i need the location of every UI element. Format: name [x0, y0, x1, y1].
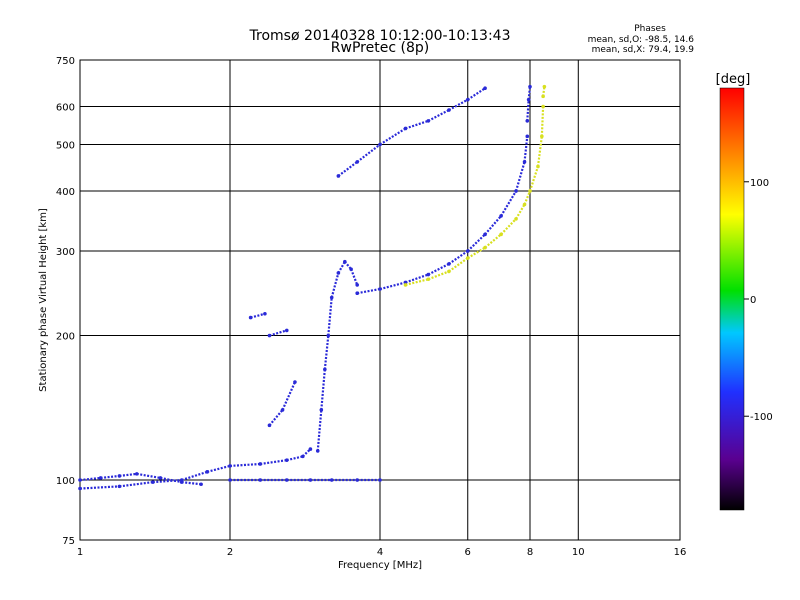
o-mode-trace: [356, 287, 381, 295]
o-mode-trace: [448, 98, 469, 111]
colorbar-tick-label: -100: [750, 412, 773, 423]
y-tick-label: 500: [56, 141, 75, 152]
x-mode-trace: [536, 136, 543, 167]
y-tick-label: 600: [56, 103, 75, 114]
o-mode-trace: [405, 119, 429, 130]
phases-title: Phases: [634, 24, 666, 34]
y-tick-label: 100: [56, 476, 75, 487]
x-mode-trace: [523, 190, 532, 205]
data-points: [78, 84, 547, 491]
o-mode-trace: [350, 268, 359, 286]
o-mode-trace: [281, 381, 296, 411]
o-mode-point: [293, 380, 297, 384]
o-mode-trace: [152, 478, 182, 484]
o-mode-trace: [119, 472, 137, 477]
o-mode-trace: [79, 485, 120, 490]
x-mode-point: [542, 84, 547, 89]
o-mode-trace: [500, 190, 517, 217]
o-mode-trace: [119, 481, 153, 488]
x-mode-trace: [540, 106, 545, 137]
colorbar-ticks: 100 0 -100: [744, 178, 773, 423]
o-mode-trace: [484, 215, 502, 236]
y-axis-ticks: 75 100 200 300 400 500 600 750: [56, 56, 75, 547]
o-mode-trace: [250, 312, 266, 319]
o-mode-point: [525, 134, 530, 139]
y-tick-label: 750: [56, 56, 75, 67]
o-mode-point: [284, 328, 289, 333]
o-mode-trace: [427, 262, 450, 276]
phases-o-stats: mean, sd,O: -98.5, 14.6: [588, 35, 695, 45]
o-mode-trace: [379, 127, 407, 146]
y-tick-label: 200: [56, 332, 75, 343]
chart-subtitle: RwPretec (8p): [331, 40, 429, 56]
o-mode-point: [263, 311, 267, 316]
x-tick-label: 10: [572, 547, 585, 558]
phases-x-stats: mean, sd,X: 79.4, 19.9: [592, 45, 695, 55]
o-mode-trace: [286, 455, 304, 462]
o-mode-trace: [330, 272, 340, 298]
o-mode-point: [528, 84, 532, 89]
x-mode-trace: [500, 218, 517, 236]
colorbar-tick-label: 0: [750, 295, 756, 306]
colorbar-tick-label: 100: [750, 178, 769, 189]
x-axis-label: Frequency [MHz]: [338, 560, 422, 571]
o-mode-trace: [356, 143, 381, 163]
o-mode-trace: [229, 462, 261, 468]
o-mode-trace: [160, 476, 182, 484]
x-tick-label: 16: [674, 547, 687, 558]
o-mode-trace: [523, 136, 529, 163]
y-tick-label: 300: [56, 247, 75, 258]
x-tick-label: 1: [77, 547, 83, 558]
x-mode-trace: [515, 203, 526, 220]
o-mode-trace: [206, 464, 231, 473]
o-mode-trace: [527, 86, 532, 100]
o-mode-point: [308, 447, 313, 451]
o-mode-trace: [323, 335, 330, 370]
colorbar: [719, 87, 745, 511]
o-mode-trace: [427, 109, 450, 122]
o-mode-point: [355, 283, 359, 287]
x-mode-trace: [427, 270, 450, 281]
chart-title: Tromsø 20140328 10:12:00-10:13:43: [249, 28, 511, 44]
x-tick-label: 4: [377, 547, 383, 558]
o-mode-trace: [337, 161, 358, 177]
o-mode-trace: [327, 297, 333, 336]
o-mode-point: [483, 86, 487, 91]
o-mode-point: [199, 482, 203, 487]
o-mode-trace: [405, 273, 429, 284]
y-tick-label: 75: [62, 536, 75, 547]
x-mode-trace: [405, 278, 429, 286]
o-mode-point: [378, 478, 382, 482]
o-mode-trace: [448, 250, 469, 265]
x-axis-ticks: 1 2 4 6 8 10 16: [77, 547, 687, 558]
o-mode-trace: [379, 281, 406, 291]
o-mode-trace: [181, 470, 208, 482]
colorbar-label: [deg]: [716, 72, 751, 87]
o-mode-trace: [466, 233, 486, 252]
o-mode-trace: [514, 161, 526, 192]
x-tick-label: 2: [227, 547, 233, 558]
x-mode-point: [541, 104, 545, 109]
o-mode-trace: [269, 329, 288, 337]
x-tick-label: 8: [527, 547, 533, 558]
o-mode-trace: [136, 472, 161, 480]
o-mode-trace: [526, 99, 530, 121]
y-tick-label: 400: [56, 187, 75, 198]
x-mode-trace: [528, 166, 540, 192]
o-mode-trace: [100, 474, 120, 480]
x-mode-trace: [448, 257, 469, 273]
o-mode-trace: [260, 459, 287, 466]
x-tick-label: 6: [465, 547, 471, 558]
y-axis-label: Stationary phase Virtual Height [km]: [38, 208, 49, 392]
o-mode-trace: [337, 261, 346, 274]
